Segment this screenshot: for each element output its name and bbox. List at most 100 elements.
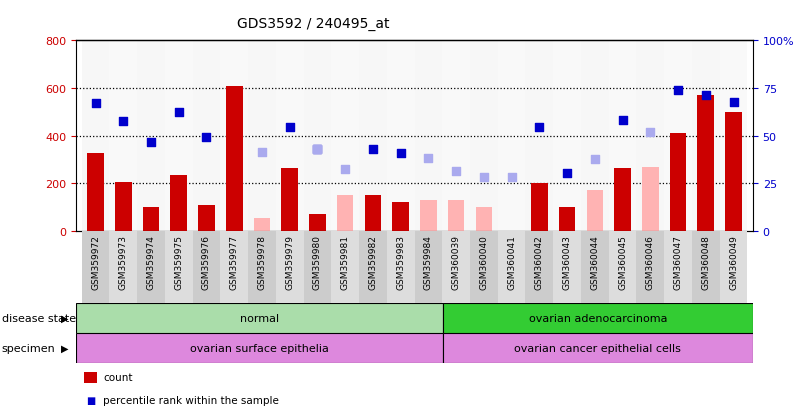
Bar — [531, 184, 548, 231]
Point — [367, 146, 380, 153]
Text: GSM360042: GSM360042 — [535, 235, 544, 290]
Bar — [664, 41, 692, 231]
Bar — [364, 196, 381, 231]
Bar — [248, 41, 276, 231]
Point — [256, 150, 268, 156]
Bar — [82, 41, 110, 231]
Point — [616, 118, 629, 124]
Bar — [309, 215, 326, 231]
Bar — [581, 231, 609, 304]
Bar — [698, 96, 714, 231]
Bar — [82, 231, 110, 304]
Point — [311, 146, 324, 153]
Bar — [442, 41, 470, 231]
Bar — [387, 41, 415, 231]
Bar — [192, 231, 220, 304]
Bar — [276, 41, 304, 231]
Bar — [719, 231, 747, 304]
Text: GSM359980: GSM359980 — [313, 235, 322, 290]
Point — [671, 88, 684, 95]
Text: GSM359982: GSM359982 — [368, 235, 377, 290]
Point — [117, 119, 130, 125]
Bar — [337, 196, 353, 231]
Bar — [137, 41, 165, 231]
Bar — [586, 191, 603, 231]
Text: GSM360049: GSM360049 — [729, 235, 738, 290]
Bar — [559, 207, 575, 231]
Point — [284, 125, 296, 131]
Text: ▶: ▶ — [61, 343, 68, 353]
Bar — [581, 41, 609, 231]
Text: GSM359979: GSM359979 — [285, 235, 294, 290]
Bar — [137, 231, 165, 304]
Point — [311, 146, 324, 153]
Text: percentile rank within the sample: percentile rank within the sample — [103, 395, 280, 405]
Bar — [470, 231, 497, 304]
Bar — [115, 183, 131, 231]
Point — [644, 129, 657, 136]
Bar — [281, 169, 298, 231]
Bar — [220, 231, 248, 304]
Bar — [525, 231, 553, 304]
Bar — [304, 41, 332, 231]
Text: GSM360044: GSM360044 — [590, 235, 599, 290]
Text: ovarian surface epithelia: ovarian surface epithelia — [190, 343, 329, 353]
Bar — [220, 41, 248, 231]
Text: GSM359973: GSM359973 — [119, 235, 127, 290]
Text: GSM360041: GSM360041 — [507, 235, 516, 290]
Bar — [76, 333, 443, 363]
Text: GSM359976: GSM359976 — [202, 235, 211, 290]
Text: GSM360048: GSM360048 — [702, 235, 710, 290]
Point — [145, 139, 158, 145]
Bar — [470, 41, 497, 231]
Bar — [392, 203, 409, 231]
Text: GSM359981: GSM359981 — [340, 235, 350, 290]
Point — [339, 166, 352, 173]
Point — [449, 169, 462, 175]
Point — [422, 156, 435, 162]
Point — [533, 125, 545, 131]
Point — [172, 109, 185, 116]
Bar — [609, 41, 637, 231]
Bar — [332, 41, 359, 231]
Bar — [553, 231, 581, 304]
Bar — [387, 231, 415, 304]
Point — [561, 170, 574, 176]
Bar — [448, 200, 465, 231]
Bar — [614, 169, 631, 231]
Bar — [692, 41, 719, 231]
Text: ▶: ▶ — [61, 313, 68, 323]
Text: GSM359974: GSM359974 — [147, 235, 155, 290]
Bar — [276, 231, 304, 304]
Bar — [609, 231, 637, 304]
Bar — [110, 231, 137, 304]
Text: GSM360047: GSM360047 — [674, 235, 682, 290]
Text: GSM360046: GSM360046 — [646, 235, 654, 290]
Bar — [670, 134, 686, 231]
Point — [200, 134, 213, 141]
Bar — [637, 231, 664, 304]
Point — [505, 175, 518, 181]
Text: GSM360040: GSM360040 — [479, 235, 489, 290]
Point — [477, 175, 490, 181]
Bar — [442, 231, 470, 304]
Text: count: count — [103, 373, 133, 382]
Text: GSM360045: GSM360045 — [618, 235, 627, 290]
Bar — [76, 304, 443, 333]
Bar — [332, 231, 359, 304]
Bar — [443, 333, 753, 363]
Bar — [420, 200, 437, 231]
Text: GSM359975: GSM359975 — [175, 235, 183, 290]
Bar — [642, 167, 658, 231]
Point — [699, 93, 712, 99]
Bar — [192, 41, 220, 231]
Bar — [165, 41, 192, 231]
Bar — [171, 176, 187, 231]
Text: GSM359984: GSM359984 — [424, 235, 433, 290]
Text: GDS3592 / 240495_at: GDS3592 / 240495_at — [237, 17, 389, 31]
Bar — [226, 86, 243, 231]
Bar — [254, 218, 270, 231]
Bar — [359, 231, 387, 304]
Point — [589, 157, 602, 163]
Text: GSM360039: GSM360039 — [452, 235, 461, 290]
